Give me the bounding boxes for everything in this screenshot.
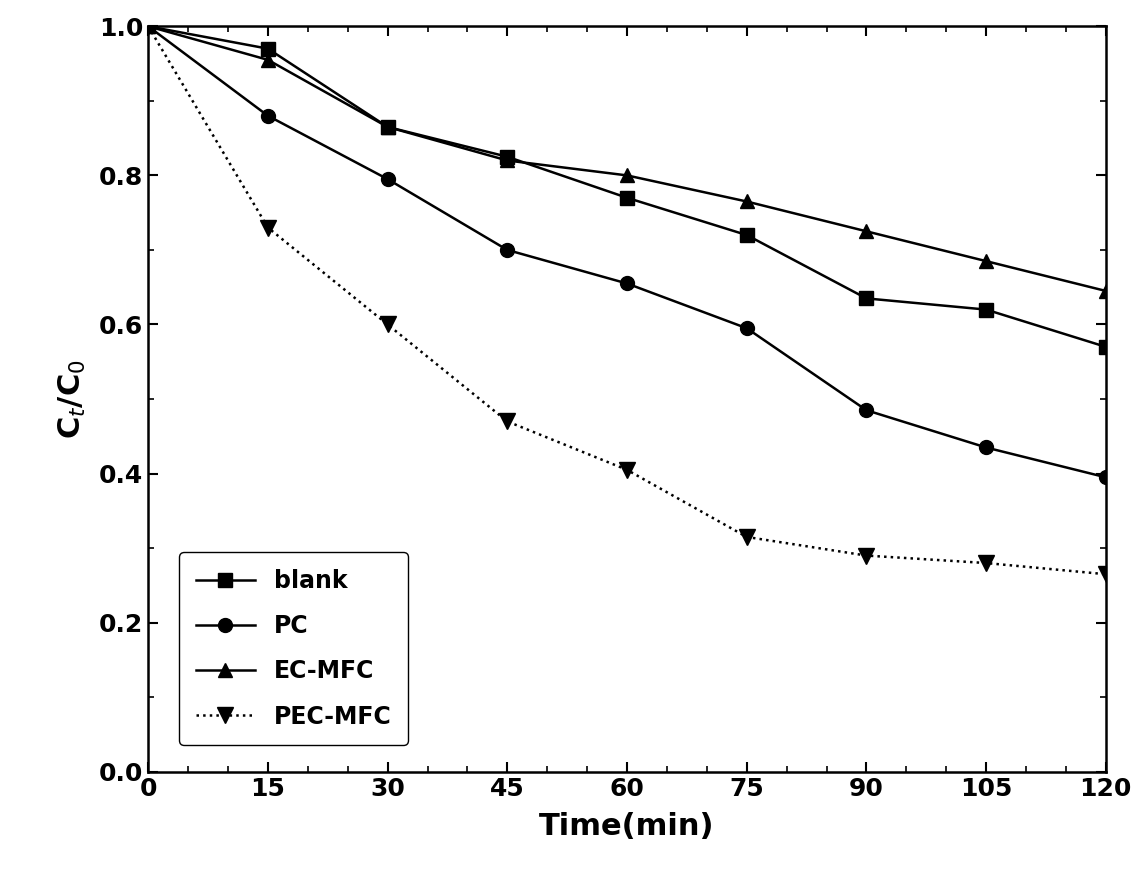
- Y-axis label: C$_{t}$/C$_{0}$: C$_{t}$/C$_{0}$: [57, 359, 88, 439]
- X-axis label: Time(min): Time(min): [539, 812, 715, 841]
- Legend: blank, PC, EC-MFC, PEC-MFC: blank, PC, EC-MFC, PEC-MFC: [179, 553, 408, 745]
